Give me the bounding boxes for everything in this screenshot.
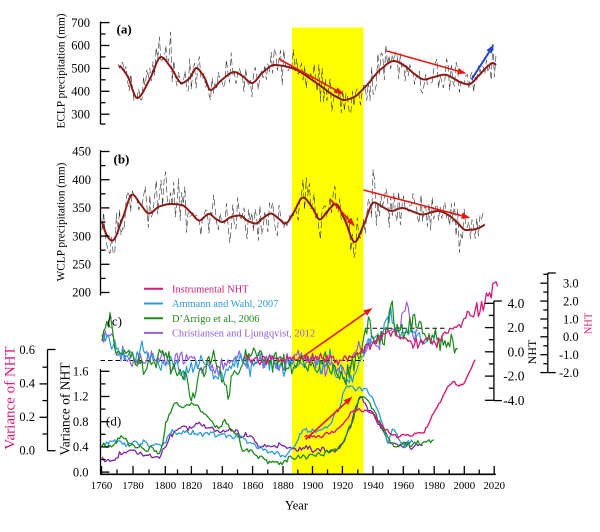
svg-text:ECLP precipitation (mm): ECLP precipitation (mm) (56, 13, 68, 128)
svg-text:1880: 1880 (272, 480, 294, 492)
svg-text:1840: 1840 (212, 480, 234, 492)
svg-text:500: 500 (71, 62, 90, 76)
svg-text:0.8: 0.8 (73, 415, 89, 429)
svg-text:1800: 1800 (155, 480, 177, 492)
svg-text:1920: 1920 (332, 480, 354, 492)
svg-text:250: 250 (72, 258, 91, 272)
svg-text:2.0: 2.0 (563, 294, 579, 308)
svg-text:1780: 1780 (122, 480, 144, 492)
svg-text:400: 400 (72, 173, 91, 187)
svg-text:-2.0: -2.0 (503, 369, 525, 384)
svg-text:0.0: 0.0 (73, 465, 89, 479)
svg-text:3.0: 3.0 (563, 277, 579, 291)
svg-text:0.2: 0.2 (19, 410, 35, 424)
svg-text:400: 400 (71, 85, 90, 99)
svg-text:0.0: 0.0 (19, 443, 35, 457)
svg-text:D’Arrigo et al., 2006: D’Arrigo et al., 2006 (172, 314, 259, 325)
svg-text:1960: 1960 (393, 480, 415, 492)
svg-text:NHT: NHT (584, 312, 595, 334)
svg-text:4.0: 4.0 (508, 296, 525, 311)
svg-text:Christiansen and Ljungqvist, 2: Christiansen and Ljungqvist, 2012 (172, 329, 315, 340)
svg-text:700: 700 (71, 16, 90, 30)
svg-text:(b): (b) (114, 152, 130, 167)
svg-text:WCLP precipitation (mm): WCLP precipitation (mm) (56, 162, 68, 281)
svg-text:1860: 1860 (242, 480, 264, 492)
svg-text:0.0: 0.0 (508, 344, 525, 359)
svg-text:450: 450 (72, 145, 91, 159)
svg-text:1820: 1820 (181, 480, 203, 492)
svg-text:(d): (d) (106, 414, 121, 429)
svg-text:300: 300 (71, 107, 90, 121)
svg-text:(a): (a) (117, 22, 132, 37)
svg-text:0.6: 0.6 (19, 343, 35, 357)
svg-text:1900: 1900 (302, 480, 324, 492)
svg-text:NHT: NHT (525, 339, 539, 364)
svg-text:1.2: 1.2 (73, 390, 89, 404)
svg-text:Instrumental NHT: Instrumental NHT (172, 284, 249, 295)
svg-text:300: 300 (72, 229, 91, 243)
svg-text:Variance of NHT: Variance of NHT (58, 362, 73, 456)
svg-text:-2.0: -2.0 (559, 366, 579, 380)
svg-text:Year: Year (285, 499, 309, 513)
svg-text:0.0: 0.0 (563, 330, 579, 344)
svg-text:2020: 2020 (483, 480, 505, 492)
svg-text:1940: 1940 (362, 480, 384, 492)
svg-text:350: 350 (72, 201, 91, 215)
svg-text:(c): (c) (108, 314, 122, 329)
svg-text:1.0: 1.0 (563, 312, 579, 326)
svg-text:Variance of NHT: Variance of NHT (3, 346, 19, 449)
svg-text:-1.0: -1.0 (559, 348, 579, 362)
svg-text:1760: 1760 (91, 480, 113, 492)
svg-text:2000: 2000 (454, 480, 476, 492)
svg-text:200: 200 (72, 286, 91, 300)
svg-text:2.0: 2.0 (508, 320, 525, 335)
svg-text:Ammann and Wahl, 2007: Ammann and Wahl, 2007 (172, 299, 278, 310)
svg-text:-4.0: -4.0 (503, 393, 525, 408)
svg-text:0.4: 0.4 (73, 440, 89, 454)
svg-text:1980: 1980 (423, 480, 445, 492)
svg-text:1.6: 1.6 (73, 365, 89, 379)
svg-text:600: 600 (71, 39, 90, 53)
svg-text:0.4: 0.4 (19, 377, 35, 391)
